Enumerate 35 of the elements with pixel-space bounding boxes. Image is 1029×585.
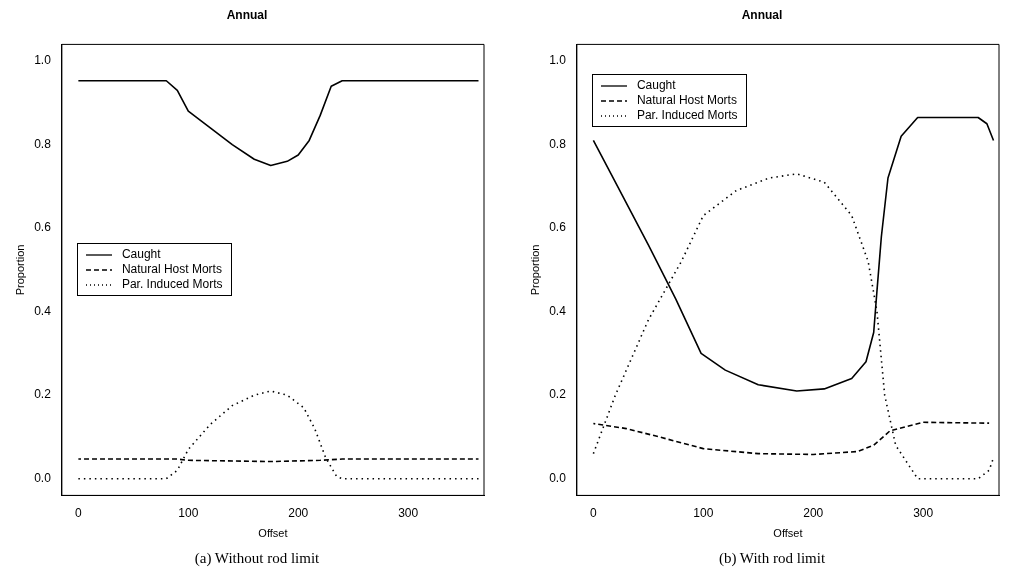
text: (a) Without rod limit bbox=[193, 550, 321, 567]
x-tick-label: 300 bbox=[913, 505, 934, 520]
text: (b) With rod limit bbox=[717, 550, 827, 567]
y-tick-label: 0.8 bbox=[549, 136, 567, 151]
x-tick-label: 200 bbox=[803, 505, 824, 520]
y-tick-label: 1.0 bbox=[34, 53, 52, 68]
y-axis-title: Proportion bbox=[13, 244, 26, 296]
y-tick-label: 0.4 bbox=[34, 303, 52, 318]
x-tick-label: 100 bbox=[178, 505, 199, 520]
x-axis-title: Offset bbox=[773, 527, 803, 540]
x-tick-label: 200 bbox=[288, 505, 309, 520]
legend-label: Par. Induced Morts bbox=[121, 277, 223, 293]
y-tick-label: 0.4 bbox=[549, 303, 567, 318]
x-tick-label: 300 bbox=[398, 505, 419, 520]
x-tick-label: 100 bbox=[693, 505, 714, 520]
legend-label: Natural Host Morts bbox=[636, 93, 737, 109]
y-tick-label: 0.0 bbox=[549, 471, 567, 486]
y-tick-label: 0.6 bbox=[549, 220, 567, 235]
x-tick-label: 0 bbox=[75, 505, 83, 520]
legend-label: Caught bbox=[121, 247, 161, 263]
y-tick-label: 0.2 bbox=[34, 387, 52, 402]
legend-label: Caught bbox=[636, 78, 676, 94]
y-tick-label: 1.0 bbox=[549, 53, 567, 68]
chart-title: Annual bbox=[226, 7, 268, 22]
legend-label: Par. Induced Morts bbox=[636, 108, 738, 124]
x-axis-title: Offset bbox=[258, 527, 288, 540]
y-tick-label: 0.0 bbox=[34, 471, 52, 486]
y-tick-label: 0.6 bbox=[34, 220, 52, 235]
chart-title: Annual bbox=[741, 7, 783, 22]
line-series bbox=[77, 390, 480, 480]
x-tick-label: 0 bbox=[590, 505, 598, 520]
y-tick-label: 0.2 bbox=[549, 387, 567, 402]
y-axis-title: Proportion bbox=[528, 244, 541, 296]
legend-label: Natural Host Morts bbox=[121, 262, 222, 278]
y-tick-label: 0.8 bbox=[34, 136, 52, 151]
